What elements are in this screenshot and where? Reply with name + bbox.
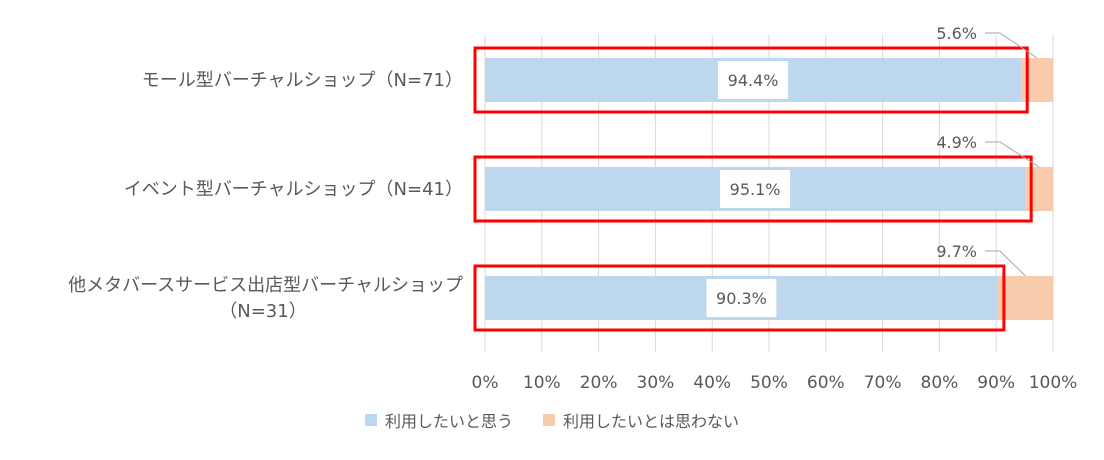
x-tick-label: 40% [693, 373, 731, 393]
bar-segment-no [1025, 167, 1053, 211]
x-tick-label: 30% [637, 373, 675, 393]
x-tick-label: 80% [921, 373, 959, 393]
data-label-box [706, 279, 777, 317]
legend-item-no: 利用したいとは思わない [543, 408, 739, 432]
x-tick-label: 0% [472, 373, 499, 393]
stacked-bar-chart: 0% 10% 20% 30% 40% 50% 60% 70% 80% 90% 100% モール型バーチ… [68, 24, 1078, 393]
legend-label-yes: 利用したいと思う [384, 412, 513, 431]
data-label-no: 5.6% [936, 24, 977, 43]
data-label-box [720, 170, 791, 208]
legend-item-yes: 利用したいと思う [364, 408, 513, 432]
legend-swatch-no [543, 414, 555, 426]
x-tick-label: 60% [807, 373, 845, 393]
highlight-box [473, 264, 1006, 332]
legend-swatch-yes [364, 414, 377, 426]
x-tick-label: 70% [864, 373, 902, 393]
category-label: イベント型バーチャルショップ（N=41） [124, 179, 463, 200]
data-label-yes: 94.4% [728, 71, 779, 90]
data-label-no: 9.7% [936, 242, 977, 261]
data-label-yes: 95.1% [730, 180, 781, 199]
x-tick-label: 20% [580, 373, 618, 393]
category-label: モール型バーチャルショップ（N=71） [142, 70, 463, 91]
data-label-yes: 90.3% [716, 289, 767, 308]
legend-label-no: 利用したいとは思わない [563, 412, 740, 431]
data-label-no: 4.9% [936, 133, 977, 152]
leader-line [985, 32, 1038, 59]
leader-line [985, 250, 1026, 277]
bar-segment-no [997, 276, 1053, 320]
x-tick-label: 10% [523, 373, 561, 393]
leader-line [985, 141, 1040, 168]
highlight-box [473, 155, 1033, 223]
x-tick-label: 90% [977, 373, 1015, 393]
highlight-box [473, 46, 1029, 114]
category-label: 他メタバースサービス出店型バーチャルショップ（N=31） [68, 275, 463, 322]
x-tick-label: 100% [1029, 373, 1078, 393]
x-tick-label: 50% [750, 373, 788, 393]
legend: 利用したいと思う 利用したいとは思わない [0, 408, 1104, 432]
data-label-box [718, 61, 789, 99]
